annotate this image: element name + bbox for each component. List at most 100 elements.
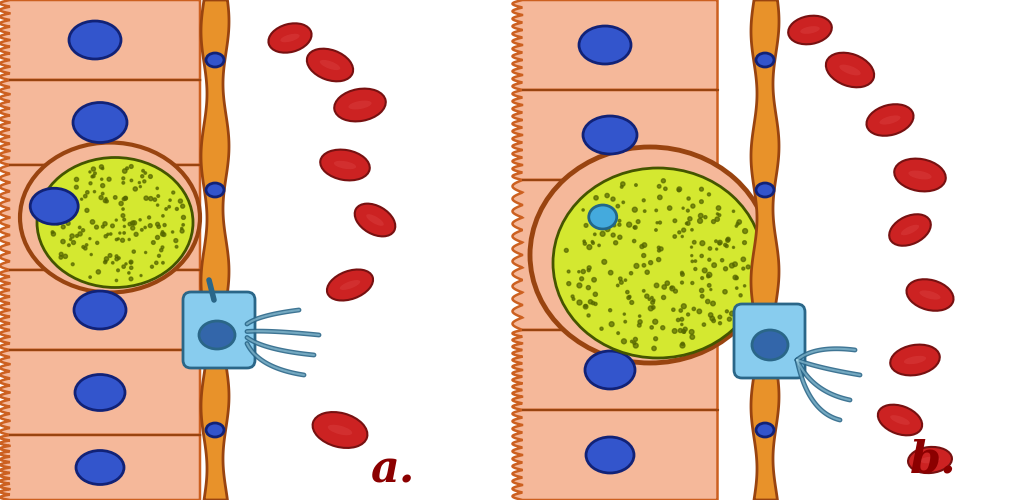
Ellipse shape [825,52,874,88]
Circle shape [604,224,608,227]
Circle shape [60,218,64,222]
Circle shape [735,225,737,227]
Circle shape [131,179,133,182]
Circle shape [588,300,592,304]
Circle shape [650,326,654,329]
Circle shape [182,224,184,226]
Circle shape [694,260,697,262]
Circle shape [59,256,63,259]
Circle shape [163,224,167,226]
Circle shape [62,225,65,229]
Circle shape [180,229,184,233]
Polygon shape [513,180,718,330]
Circle shape [133,221,137,225]
Circle shape [659,221,661,224]
Circle shape [711,220,715,224]
Ellipse shape [756,183,774,197]
Ellipse shape [73,102,127,142]
Circle shape [704,216,707,218]
Circle shape [707,193,710,196]
Ellipse shape [320,60,340,70]
Circle shape [680,343,685,348]
Circle shape [736,287,738,290]
Circle shape [133,250,136,253]
Polygon shape [0,350,200,435]
Circle shape [150,265,153,268]
Circle shape [584,224,588,228]
Circle shape [730,311,734,316]
Circle shape [670,286,672,289]
Circle shape [181,204,185,208]
Circle shape [651,300,655,304]
Circle shape [104,260,107,264]
Circle shape [633,342,635,344]
Circle shape [724,267,728,271]
Circle shape [105,198,107,200]
Circle shape [719,214,721,216]
Circle shape [85,208,88,212]
Circle shape [711,263,717,268]
Circle shape [649,306,653,311]
Circle shape [700,288,704,292]
Circle shape [633,226,635,228]
Circle shape [90,254,93,256]
Circle shape [653,319,658,324]
Circle shape [140,274,142,276]
Circle shape [702,323,705,326]
Circle shape [68,216,71,220]
Circle shape [652,299,655,302]
Ellipse shape [909,170,931,179]
Circle shape [172,231,174,233]
Circle shape [144,172,147,174]
Circle shape [59,206,63,210]
Circle shape [700,200,703,203]
Circle shape [82,246,84,248]
Circle shape [117,257,120,260]
Circle shape [682,236,684,238]
Circle shape [727,238,729,240]
Ellipse shape [756,333,774,347]
Circle shape [125,167,128,170]
Circle shape [164,208,168,210]
Circle shape [577,283,582,288]
Ellipse shape [756,53,774,67]
Circle shape [705,300,710,304]
Circle shape [94,172,97,174]
Polygon shape [201,0,229,500]
Polygon shape [751,0,779,500]
Circle shape [726,237,730,241]
Circle shape [134,232,138,236]
Ellipse shape [579,26,631,64]
Circle shape [634,184,637,186]
Circle shape [72,240,75,244]
Circle shape [593,233,596,235]
Circle shape [179,199,182,203]
Ellipse shape [328,425,353,435]
Circle shape [591,240,593,243]
Circle shape [632,207,637,212]
Circle shape [723,290,727,294]
Circle shape [112,262,114,264]
Circle shape [144,196,148,200]
Circle shape [139,218,141,221]
Circle shape [71,263,74,266]
Circle shape [123,226,125,228]
Circle shape [614,241,618,245]
Circle shape [642,264,646,267]
Circle shape [681,272,684,274]
Polygon shape [0,165,200,270]
Circle shape [107,234,109,235]
Circle shape [621,182,625,186]
Circle shape [162,232,166,236]
Circle shape [142,170,144,172]
Ellipse shape [553,168,763,358]
Circle shape [718,240,722,244]
Circle shape [95,225,99,229]
Ellipse shape [908,447,952,473]
Circle shape [149,196,153,200]
Circle shape [591,302,594,304]
Circle shape [586,286,590,290]
Polygon shape [513,330,718,410]
Ellipse shape [307,48,354,82]
Circle shape [687,313,690,316]
